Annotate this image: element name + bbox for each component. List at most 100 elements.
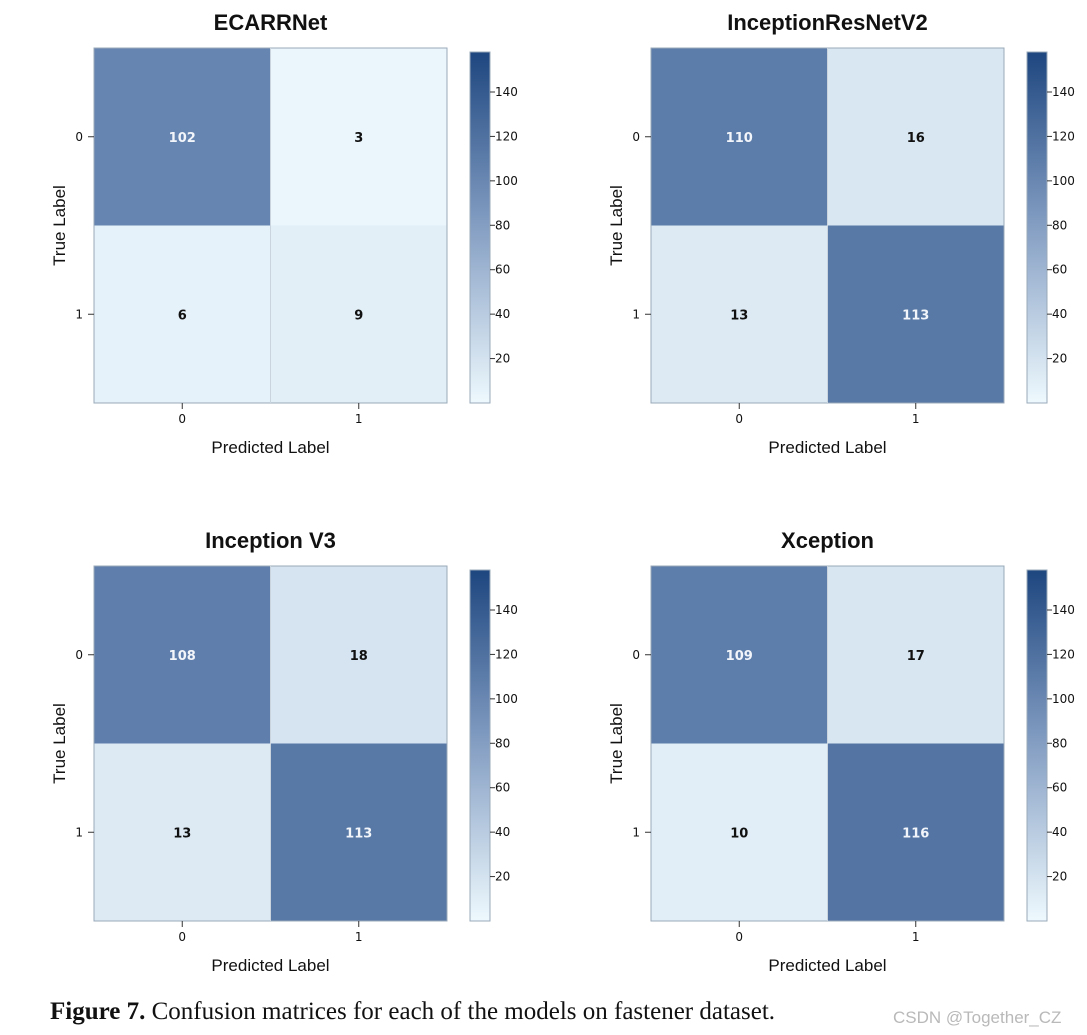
colorbar-tick-label: 100 [1052, 174, 1075, 188]
cell-value-label: 102 [169, 131, 196, 146]
y-tick-label: 1 [75, 307, 83, 321]
colorbar-tick-label: 60 [495, 781, 510, 795]
x-axis-label: Predicted Label [211, 956, 329, 975]
colorbar-tick-label: 120 [495, 129, 518, 143]
colorbar [1026, 51, 1048, 404]
cell-value-label: 113 [902, 308, 929, 323]
cell-value-label: 110 [726, 131, 753, 146]
chart-title: InceptionResNetV2 [727, 10, 928, 35]
watermark: CSDN @Together_CZ [893, 1008, 1062, 1027]
colorbar-tick-label: 140 [1052, 85, 1075, 99]
heatmap-cell [827, 566, 1004, 744]
heatmap-cell [94, 48, 271, 226]
colorbar [1026, 569, 1048, 922]
y-axis-label: True Label [50, 703, 69, 784]
heatmap-cell [827, 48, 1004, 226]
colorbar [469, 569, 491, 922]
colorbar-tick-label: 100 [495, 692, 518, 706]
cell-value-label: 13 [730, 308, 748, 323]
colorbar-tick-label: 120 [495, 647, 518, 661]
heatmap-cell [94, 743, 271, 921]
colorbar-tick-label: 40 [495, 307, 510, 321]
colorbar-tick-label: 140 [495, 603, 518, 617]
confusion-matrix-panel: Inception V3 108 18 13 113 0 1 0 1 Predicted Labe… [50, 528, 518, 975]
colorbar-tick-label: 20 [1052, 352, 1067, 366]
cell-value-label: 113 [345, 826, 372, 841]
x-tick-label: 0 [178, 412, 186, 426]
x-axis-label: Predicted Label [768, 438, 886, 457]
cell-value-label: 3 [354, 131, 363, 146]
chart-title: Xception [781, 528, 874, 553]
y-tick-label: 1 [75, 825, 83, 839]
cell-value-label: 109 [726, 649, 753, 664]
x-tick-label: 1 [912, 930, 920, 944]
heatmap-cell [651, 566, 828, 744]
colorbar-tick-label: 20 [495, 352, 510, 366]
heatmap-cell [270, 566, 447, 744]
cell-value-label: 6 [178, 308, 187, 323]
x-tick-label: 0 [735, 412, 743, 426]
cell-value-label: 13 [173, 826, 191, 841]
y-tick-label: 1 [632, 307, 640, 321]
y-tick-label: 0 [632, 130, 640, 144]
x-tick-label: 0 [178, 930, 186, 944]
heatmap-cell [94, 225, 271, 403]
colorbar-tick-label: 100 [1052, 692, 1075, 706]
heatmap-cell [827, 225, 1004, 403]
heatmap-cell [651, 48, 828, 226]
heatmap-cell [270, 743, 447, 921]
caption-label: Figure 7. [50, 998, 146, 1025]
colorbar-tick-label: 40 [1052, 307, 1067, 321]
y-axis-label: True Label [607, 185, 626, 266]
colorbar-tick-label: 120 [1052, 647, 1075, 661]
y-tick-label: 0 [75, 648, 83, 662]
cell-value-label: 18 [350, 649, 368, 664]
colorbar-tick-label: 120 [1052, 129, 1075, 143]
x-tick-label: 0 [735, 930, 743, 944]
x-tick-label: 1 [355, 412, 363, 426]
cell-value-label: 10 [730, 826, 748, 841]
x-axis-label: Predicted Label [768, 956, 886, 975]
colorbar-tick-label: 60 [1052, 263, 1067, 277]
heatmap-cell [827, 743, 1004, 921]
colorbar-tick-label: 60 [1052, 781, 1067, 795]
colorbar-tick-label: 40 [495, 825, 510, 839]
cell-value-label: 16 [907, 131, 925, 146]
figure-caption: Figure 7. Confusion matrices for each of… [50, 998, 775, 1026]
confusion-matrix-panel: ECARRNet 102 3 6 9 0 1 0 1 Predicted Label True La… [50, 10, 518, 457]
cell-value-label: 17 [907, 649, 925, 664]
heatmap-cell [94, 566, 271, 744]
heatmap-cell [270, 48, 447, 226]
chart-title: ECARRNet [214, 10, 328, 35]
cell-value-label: 116 [902, 826, 929, 841]
heatmap-cell [651, 743, 828, 921]
caption-text: Confusion matrices for each of the model… [145, 998, 776, 1025]
colorbar-tick-label: 80 [495, 218, 510, 232]
heatmap-cell [651, 225, 828, 403]
colorbar-tick-label: 140 [1052, 603, 1075, 617]
x-axis-label: Predicted Label [211, 438, 329, 457]
y-tick-label: 0 [632, 648, 640, 662]
colorbar-tick-label: 80 [495, 736, 510, 750]
colorbar [469, 51, 491, 404]
cell-value-label: 108 [169, 649, 196, 664]
x-tick-label: 1 [912, 412, 920, 426]
colorbar-tick-label: 80 [1052, 736, 1067, 750]
colorbar-tick-label: 20 [495, 870, 510, 884]
cell-value-label: 9 [354, 308, 363, 323]
colorbar-tick-label: 140 [495, 85, 518, 99]
y-axis-label: True Label [50, 185, 69, 266]
y-tick-label: 1 [632, 825, 640, 839]
colorbar-tick-label: 100 [495, 174, 518, 188]
y-axis-label: True Label [607, 703, 626, 784]
colorbar-tick-label: 40 [1052, 825, 1067, 839]
colorbar-tick-label: 80 [1052, 218, 1067, 232]
x-tick-label: 1 [355, 930, 363, 944]
y-tick-label: 0 [75, 130, 83, 144]
chart-title: Inception V3 [205, 528, 336, 553]
heatmap-cell [270, 225, 447, 403]
confusion-matrix-panel: InceptionResNetV2 110 16 13 113 0 1 0 1 Predicted… [607, 10, 1075, 457]
colorbar-tick-label: 20 [1052, 870, 1067, 884]
